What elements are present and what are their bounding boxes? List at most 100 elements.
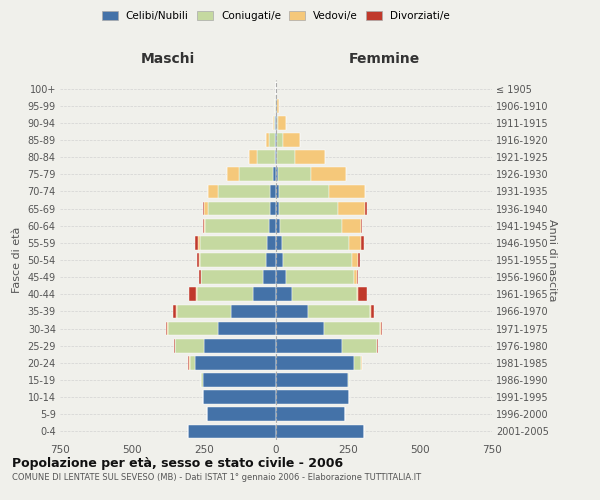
Bar xyxy=(196,236,198,250)
Bar xyxy=(354,356,361,370)
Bar xyxy=(257,150,275,164)
Bar xyxy=(276,202,279,215)
Bar xyxy=(358,253,359,267)
Bar xyxy=(203,373,276,387)
Bar xyxy=(218,184,270,198)
Bar xyxy=(279,202,338,215)
Bar xyxy=(282,236,349,250)
Legend: Celibi/Nubili, Coniugati/e, Vedovi/e, Divorziati/e: Celibi/Nubili, Coniugati/e, Vedovi/e, Di… xyxy=(99,8,453,24)
Y-axis label: Anni di nascita: Anni di nascita xyxy=(547,219,557,301)
Bar xyxy=(276,424,364,438)
Bar xyxy=(276,373,348,387)
Bar xyxy=(197,288,253,301)
Bar xyxy=(286,270,354,284)
Bar xyxy=(342,339,377,352)
Bar xyxy=(276,150,277,164)
Bar xyxy=(197,253,199,267)
Bar xyxy=(276,219,280,232)
Bar xyxy=(323,322,380,336)
Bar xyxy=(329,184,365,198)
Bar xyxy=(276,184,279,198)
Bar xyxy=(276,339,342,352)
Bar xyxy=(200,253,266,267)
Y-axis label: Fasce di età: Fasce di età xyxy=(12,227,22,293)
Bar xyxy=(199,253,200,267)
Bar xyxy=(204,202,208,215)
Bar xyxy=(174,339,175,352)
Bar xyxy=(199,270,200,284)
Bar xyxy=(208,184,218,198)
Bar xyxy=(266,253,276,267)
Bar xyxy=(175,339,204,352)
Bar xyxy=(280,219,342,232)
Bar xyxy=(203,390,276,404)
Bar xyxy=(276,408,345,421)
Bar xyxy=(190,356,196,370)
Bar xyxy=(277,150,295,164)
Bar xyxy=(278,168,311,181)
Bar xyxy=(276,236,282,250)
Bar xyxy=(196,356,276,370)
Bar xyxy=(176,304,232,318)
Bar xyxy=(295,150,325,164)
Bar xyxy=(168,322,218,336)
Bar xyxy=(205,219,269,232)
Bar xyxy=(270,184,276,198)
Bar xyxy=(361,236,364,250)
Bar xyxy=(276,288,292,301)
Bar xyxy=(356,270,358,284)
Bar xyxy=(283,133,301,147)
Bar xyxy=(311,168,346,181)
Bar xyxy=(371,304,374,318)
Bar xyxy=(277,99,278,112)
Bar xyxy=(166,322,167,336)
Bar xyxy=(273,168,276,181)
Bar xyxy=(377,339,378,352)
Bar xyxy=(207,408,276,421)
Bar xyxy=(268,236,276,250)
Bar xyxy=(358,288,367,301)
Bar xyxy=(349,236,361,250)
Bar xyxy=(276,390,349,404)
Bar xyxy=(201,373,203,387)
Bar xyxy=(283,253,352,267)
Bar xyxy=(352,253,358,267)
Bar xyxy=(188,424,276,438)
Bar xyxy=(274,116,275,130)
Bar xyxy=(308,304,370,318)
Bar xyxy=(277,116,278,130)
Bar xyxy=(276,304,308,318)
Bar xyxy=(270,202,276,215)
Bar xyxy=(276,322,323,336)
Bar xyxy=(276,168,278,181)
Bar xyxy=(342,219,361,232)
Bar xyxy=(198,236,200,250)
Bar xyxy=(204,219,205,232)
Bar xyxy=(204,339,276,352)
Bar xyxy=(278,116,286,130)
Text: COMUNE DI LENTATE SUL SEVESO (MB) - Dati ISTAT 1° gennaio 2006 - Elaborazione TU: COMUNE DI LENTATE SUL SEVESO (MB) - Dati… xyxy=(12,472,421,482)
Bar xyxy=(276,270,286,284)
Bar xyxy=(276,356,354,370)
Bar xyxy=(354,270,356,284)
Text: Popolazione per età, sesso e stato civile - 2006: Popolazione per età, sesso e stato civil… xyxy=(12,458,343,470)
Bar xyxy=(276,116,277,130)
Bar xyxy=(348,373,349,387)
Bar xyxy=(227,168,239,181)
Bar xyxy=(269,219,276,232)
Bar xyxy=(292,288,356,301)
Bar xyxy=(248,150,257,164)
Bar xyxy=(361,219,362,232)
Bar xyxy=(276,253,283,267)
Bar xyxy=(370,304,371,318)
Bar xyxy=(203,219,204,232)
Bar xyxy=(263,270,276,284)
Bar xyxy=(239,168,273,181)
Bar xyxy=(365,202,367,215)
Bar xyxy=(275,133,276,147)
Bar xyxy=(200,236,268,250)
Bar xyxy=(269,133,275,147)
Bar xyxy=(218,322,276,336)
Bar xyxy=(208,202,270,215)
Bar xyxy=(201,270,263,284)
